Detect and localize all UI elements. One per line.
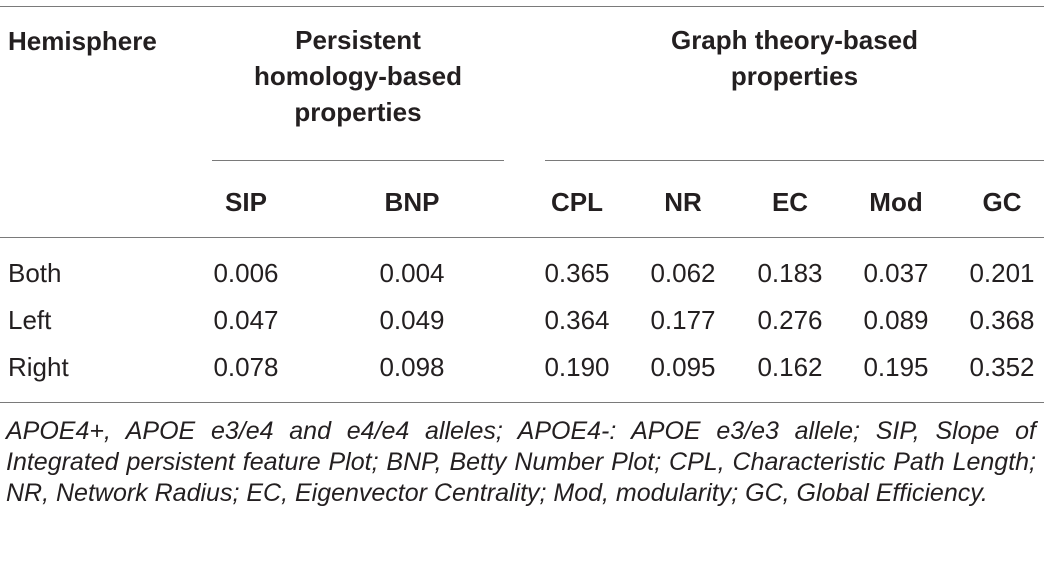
column-header-ec: EC — [771, 187, 809, 217]
table-cell: 0.365 — [544, 258, 610, 288]
table-cell: 0.037 — [863, 258, 929, 288]
table-cell: 0.195 — [863, 352, 929, 382]
column-header-cpl: CPL — [551, 187, 603, 217]
group2-underline — [545, 160, 1044, 161]
header-group-persistent-homology: Persistent homology-based properties — [212, 22, 504, 130]
column-header-nr: NR — [664, 187, 702, 217]
table-cell: 0.004 — [379, 258, 445, 288]
table-cell: 0.095 — [650, 352, 716, 382]
header-group2-line1: Graph theory-based — [670, 25, 919, 55]
row-label: Both — [8, 258, 62, 288]
table-bottom-rule — [0, 402, 1044, 403]
table-cell: 0.183 — [757, 258, 823, 288]
table-cell: 0.162 — [757, 352, 823, 382]
header-group-graph-theory: Graph theory-based properties — [545, 22, 1044, 94]
table-cell: 0.062 — [650, 258, 716, 288]
table-cell: 0.177 — [650, 305, 716, 335]
column-header-bnp: BNP — [384, 187, 440, 217]
group1-underline — [212, 160, 504, 161]
header-group1-line1: Persistent — [295, 25, 421, 55]
table-cell: 0.098 — [379, 352, 445, 382]
header-bottom-rule — [0, 237, 1044, 238]
table-cell: 0.276 — [757, 305, 823, 335]
table-cell: 0.190 — [544, 352, 610, 382]
table-cell: 0.352 — [969, 352, 1035, 382]
row-label: Left — [8, 305, 52, 335]
header-group1-line3: properties — [294, 97, 422, 127]
column-header-sip: SIP — [225, 187, 267, 217]
header-group1-line2: homology-based — [253, 61, 462, 91]
row-label: Right — [8, 352, 69, 382]
table-cell: 0.201 — [969, 258, 1035, 288]
table-cell: 0.089 — [863, 305, 929, 335]
table-cell: 0.006 — [213, 258, 279, 288]
header-group2-line2: properties — [730, 61, 859, 91]
table-cell: 0.049 — [379, 305, 445, 335]
column-header-gc: GC — [982, 187, 1022, 217]
table-top-rule — [0, 6, 1044, 7]
table-cell: 0.364 — [544, 305, 610, 335]
header-hemisphere: Hemisphere — [8, 26, 157, 56]
table-footnote: APOE4+, APOE e3/e4 and e4/e4 alleles; AP… — [6, 417, 1036, 507]
table-cell: 0.047 — [213, 305, 279, 335]
column-header-mod: Mod — [869, 187, 923, 217]
table-cell: 0.368 — [969, 305, 1035, 335]
table-cell: 0.078 — [213, 352, 279, 382]
